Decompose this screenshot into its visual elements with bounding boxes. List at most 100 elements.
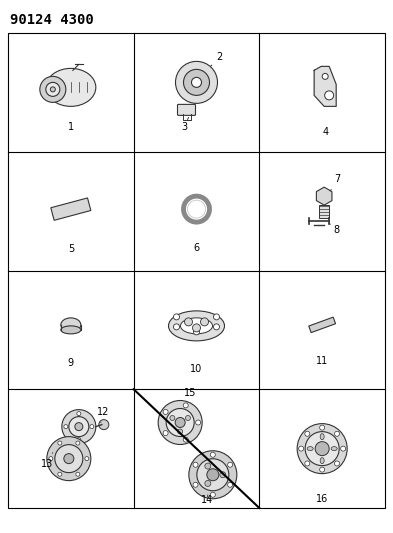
Circle shape (90, 425, 94, 429)
Circle shape (166, 408, 194, 437)
Circle shape (213, 324, 220, 330)
Circle shape (76, 472, 80, 476)
Ellipse shape (40, 76, 66, 102)
Circle shape (193, 324, 200, 332)
Text: 5: 5 (68, 244, 74, 254)
Circle shape (75, 423, 83, 431)
Text: 15: 15 (184, 389, 196, 399)
Ellipse shape (180, 318, 213, 334)
Circle shape (193, 462, 198, 467)
Ellipse shape (46, 83, 60, 96)
Circle shape (197, 459, 229, 491)
Ellipse shape (61, 318, 81, 332)
Circle shape (173, 324, 180, 330)
Circle shape (189, 451, 237, 499)
Circle shape (334, 431, 340, 437)
Circle shape (58, 472, 62, 476)
Circle shape (228, 482, 233, 487)
Ellipse shape (191, 77, 202, 87)
Ellipse shape (320, 434, 324, 440)
Ellipse shape (307, 447, 313, 450)
Text: 7: 7 (330, 174, 340, 191)
Circle shape (205, 463, 211, 469)
Circle shape (205, 480, 211, 487)
Circle shape (175, 417, 185, 427)
Circle shape (220, 472, 226, 478)
Ellipse shape (61, 326, 81, 334)
Polygon shape (51, 198, 91, 220)
Circle shape (173, 314, 180, 320)
Circle shape (196, 420, 201, 425)
Circle shape (322, 74, 328, 79)
Circle shape (320, 467, 325, 472)
Circle shape (297, 424, 347, 474)
Ellipse shape (320, 458, 324, 464)
Circle shape (185, 416, 191, 421)
Circle shape (170, 416, 175, 421)
Polygon shape (314, 67, 336, 107)
Text: 2: 2 (211, 52, 223, 67)
Circle shape (77, 438, 81, 442)
Text: 10: 10 (190, 364, 203, 374)
Circle shape (193, 329, 200, 335)
Circle shape (76, 441, 80, 445)
Circle shape (58, 441, 62, 445)
Circle shape (183, 437, 188, 442)
Circle shape (210, 452, 215, 457)
FancyBboxPatch shape (178, 104, 195, 115)
Circle shape (178, 429, 183, 434)
Circle shape (163, 409, 168, 415)
Text: 11: 11 (316, 356, 328, 366)
Ellipse shape (46, 68, 96, 107)
Circle shape (62, 410, 96, 443)
Circle shape (207, 469, 219, 481)
Circle shape (228, 462, 233, 467)
Text: 14: 14 (201, 495, 213, 505)
Circle shape (184, 318, 193, 326)
Circle shape (99, 419, 109, 430)
Text: 90124 4300: 90124 4300 (10, 13, 94, 27)
Text: 9: 9 (68, 358, 74, 368)
Ellipse shape (184, 69, 209, 95)
Text: 6: 6 (193, 243, 200, 253)
Text: 12: 12 (97, 407, 109, 423)
Circle shape (55, 445, 83, 473)
Circle shape (320, 425, 325, 430)
Circle shape (213, 314, 220, 320)
Circle shape (158, 400, 202, 445)
Circle shape (305, 431, 310, 437)
Circle shape (200, 318, 209, 326)
Circle shape (325, 91, 334, 100)
Circle shape (299, 446, 304, 451)
Circle shape (193, 482, 198, 487)
Text: 3: 3 (182, 117, 189, 132)
Circle shape (334, 461, 340, 466)
Circle shape (64, 425, 68, 429)
Circle shape (305, 461, 310, 466)
Text: 1: 1 (68, 123, 74, 132)
Circle shape (49, 457, 53, 461)
Ellipse shape (50, 87, 55, 92)
Text: 13: 13 (41, 453, 53, 469)
Circle shape (315, 442, 329, 456)
Bar (8, 33, 385, 508)
Text: 16: 16 (316, 494, 328, 504)
Circle shape (64, 454, 74, 464)
Circle shape (77, 411, 81, 416)
Polygon shape (316, 187, 332, 205)
Circle shape (341, 446, 346, 451)
Circle shape (47, 437, 91, 481)
Ellipse shape (169, 311, 224, 341)
Ellipse shape (331, 447, 337, 450)
Text: 8: 8 (329, 223, 339, 235)
Circle shape (210, 492, 215, 497)
Circle shape (163, 431, 168, 435)
Bar (319, 205, 329, 218)
Polygon shape (309, 317, 336, 333)
Ellipse shape (176, 61, 217, 103)
Circle shape (183, 403, 188, 408)
Circle shape (305, 432, 339, 466)
Circle shape (85, 457, 89, 461)
Text: 4: 4 (322, 127, 328, 138)
Circle shape (69, 417, 89, 437)
